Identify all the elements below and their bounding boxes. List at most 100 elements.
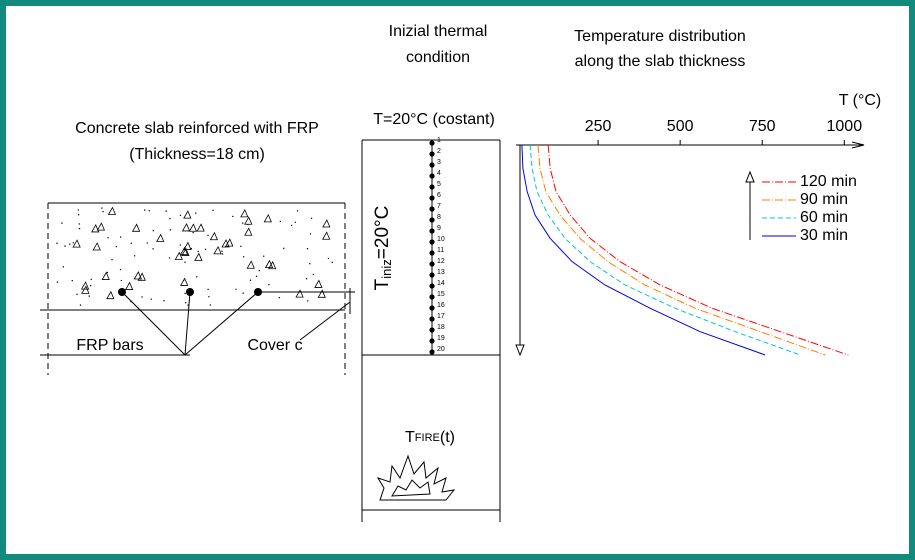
slab-subtitle: (Thickness=18 cm) bbox=[129, 146, 265, 163]
sand bbox=[242, 222, 244, 224]
axis-arrow bbox=[515, 344, 525, 357]
sand bbox=[78, 223, 80, 225]
aggregate bbox=[131, 223, 141, 232]
sand bbox=[247, 223, 249, 226]
aggregate bbox=[263, 213, 272, 223]
value: =20°C bbox=[372, 206, 393, 260]
aggregate bbox=[124, 281, 134, 290]
slab bbox=[40, 202, 355, 375]
aggregate bbox=[181, 247, 190, 256]
frp-bars bbox=[118, 288, 262, 296]
node-dot bbox=[429, 294, 435, 300]
sand bbox=[331, 261, 333, 264]
sand bbox=[150, 298, 152, 300]
sand bbox=[71, 279, 73, 282]
sand bbox=[90, 278, 92, 281]
sand bbox=[120, 279, 123, 282]
sand bbox=[207, 288, 209, 291]
aggregate bbox=[72, 239, 81, 248]
sand bbox=[221, 250, 223, 252]
node-dot bbox=[429, 239, 435, 245]
node-dot bbox=[429, 261, 435, 267]
node-number: 7 bbox=[437, 203, 441, 210]
node-number: 15 bbox=[437, 291, 445, 298]
node-dot bbox=[429, 250, 435, 256]
tick-label: 250 bbox=[585, 118, 612, 135]
sand bbox=[184, 261, 186, 263]
sand bbox=[61, 222, 63, 224]
aggregate bbox=[107, 206, 117, 215]
tick-label: 500 bbox=[667, 118, 694, 135]
sand bbox=[106, 271, 109, 274]
aggregate bbox=[317, 289, 326, 298]
aggregate bbox=[156, 233, 165, 242]
node-number: 8 bbox=[437, 214, 441, 221]
aggregate bbox=[179, 277, 189, 286]
sand bbox=[258, 269, 261, 272]
sand bbox=[148, 209, 150, 212]
node-dot bbox=[429, 195, 435, 201]
subscript: iniz bbox=[379, 259, 394, 279]
node-dot bbox=[429, 349, 435, 355]
node-number: 14 bbox=[437, 280, 445, 287]
sand bbox=[146, 242, 148, 244]
aggregate bbox=[183, 210, 192, 219]
sand bbox=[232, 215, 234, 218]
sand bbox=[119, 288, 122, 291]
sand bbox=[309, 263, 311, 265]
initial-temp: Tiniz=20°C bbox=[372, 206, 394, 291]
sand bbox=[263, 255, 265, 257]
aggregate bbox=[133, 271, 142, 280]
sand bbox=[240, 245, 242, 248]
chart-title: Temperature distribution bbox=[574, 28, 746, 45]
aggregate bbox=[174, 251, 183, 260]
node-dot bbox=[429, 327, 435, 333]
node-number: 20 bbox=[437, 346, 445, 353]
sand bbox=[209, 304, 212, 306]
sand bbox=[72, 242, 74, 244]
legend-label: 120 min bbox=[800, 173, 857, 190]
sand bbox=[327, 257, 330, 260]
sand bbox=[179, 214, 182, 217]
aggregate bbox=[268, 260, 277, 270]
sand bbox=[290, 224, 293, 227]
aggregate bbox=[314, 279, 323, 288]
sand bbox=[69, 243, 71, 245]
node-dot bbox=[429, 272, 435, 278]
sand bbox=[187, 304, 189, 306]
node-dot bbox=[429, 217, 435, 223]
sand bbox=[163, 300, 165, 302]
sand bbox=[79, 304, 82, 306]
aggregate bbox=[246, 260, 255, 269]
sand bbox=[197, 250, 199, 253]
node-number: 1 bbox=[437, 137, 441, 144]
sand bbox=[76, 293, 78, 296]
sand bbox=[221, 253, 224, 255]
sand bbox=[62, 266, 65, 268]
legend-label: 90 min bbox=[800, 191, 848, 208]
axis-arrow bbox=[851, 141, 865, 149]
sand bbox=[77, 209, 80, 211]
sand bbox=[184, 302, 187, 304]
aggregate bbox=[181, 223, 191, 232]
sand bbox=[208, 296, 210, 298]
legend-label: 60 min bbox=[800, 209, 848, 226]
sand bbox=[119, 268, 122, 271]
aggregate bbox=[225, 238, 234, 247]
node-dot bbox=[429, 316, 435, 322]
node-dot bbox=[429, 151, 435, 157]
axis-label: T (°C) bbox=[839, 92, 882, 109]
sand bbox=[242, 256, 245, 258]
aggregate bbox=[213, 245, 222, 255]
flame bbox=[376, 454, 456, 501]
sand bbox=[119, 236, 122, 238]
top-condition: T=20°C (costant) bbox=[373, 111, 495, 128]
sand bbox=[111, 259, 113, 261]
node-dot bbox=[429, 162, 435, 168]
aggregate bbox=[295, 289, 304, 298]
sand bbox=[207, 234, 209, 237]
chart-subtitle: along the slab thickness bbox=[575, 53, 746, 70]
sand bbox=[294, 221, 297, 223]
sand bbox=[184, 292, 186, 295]
